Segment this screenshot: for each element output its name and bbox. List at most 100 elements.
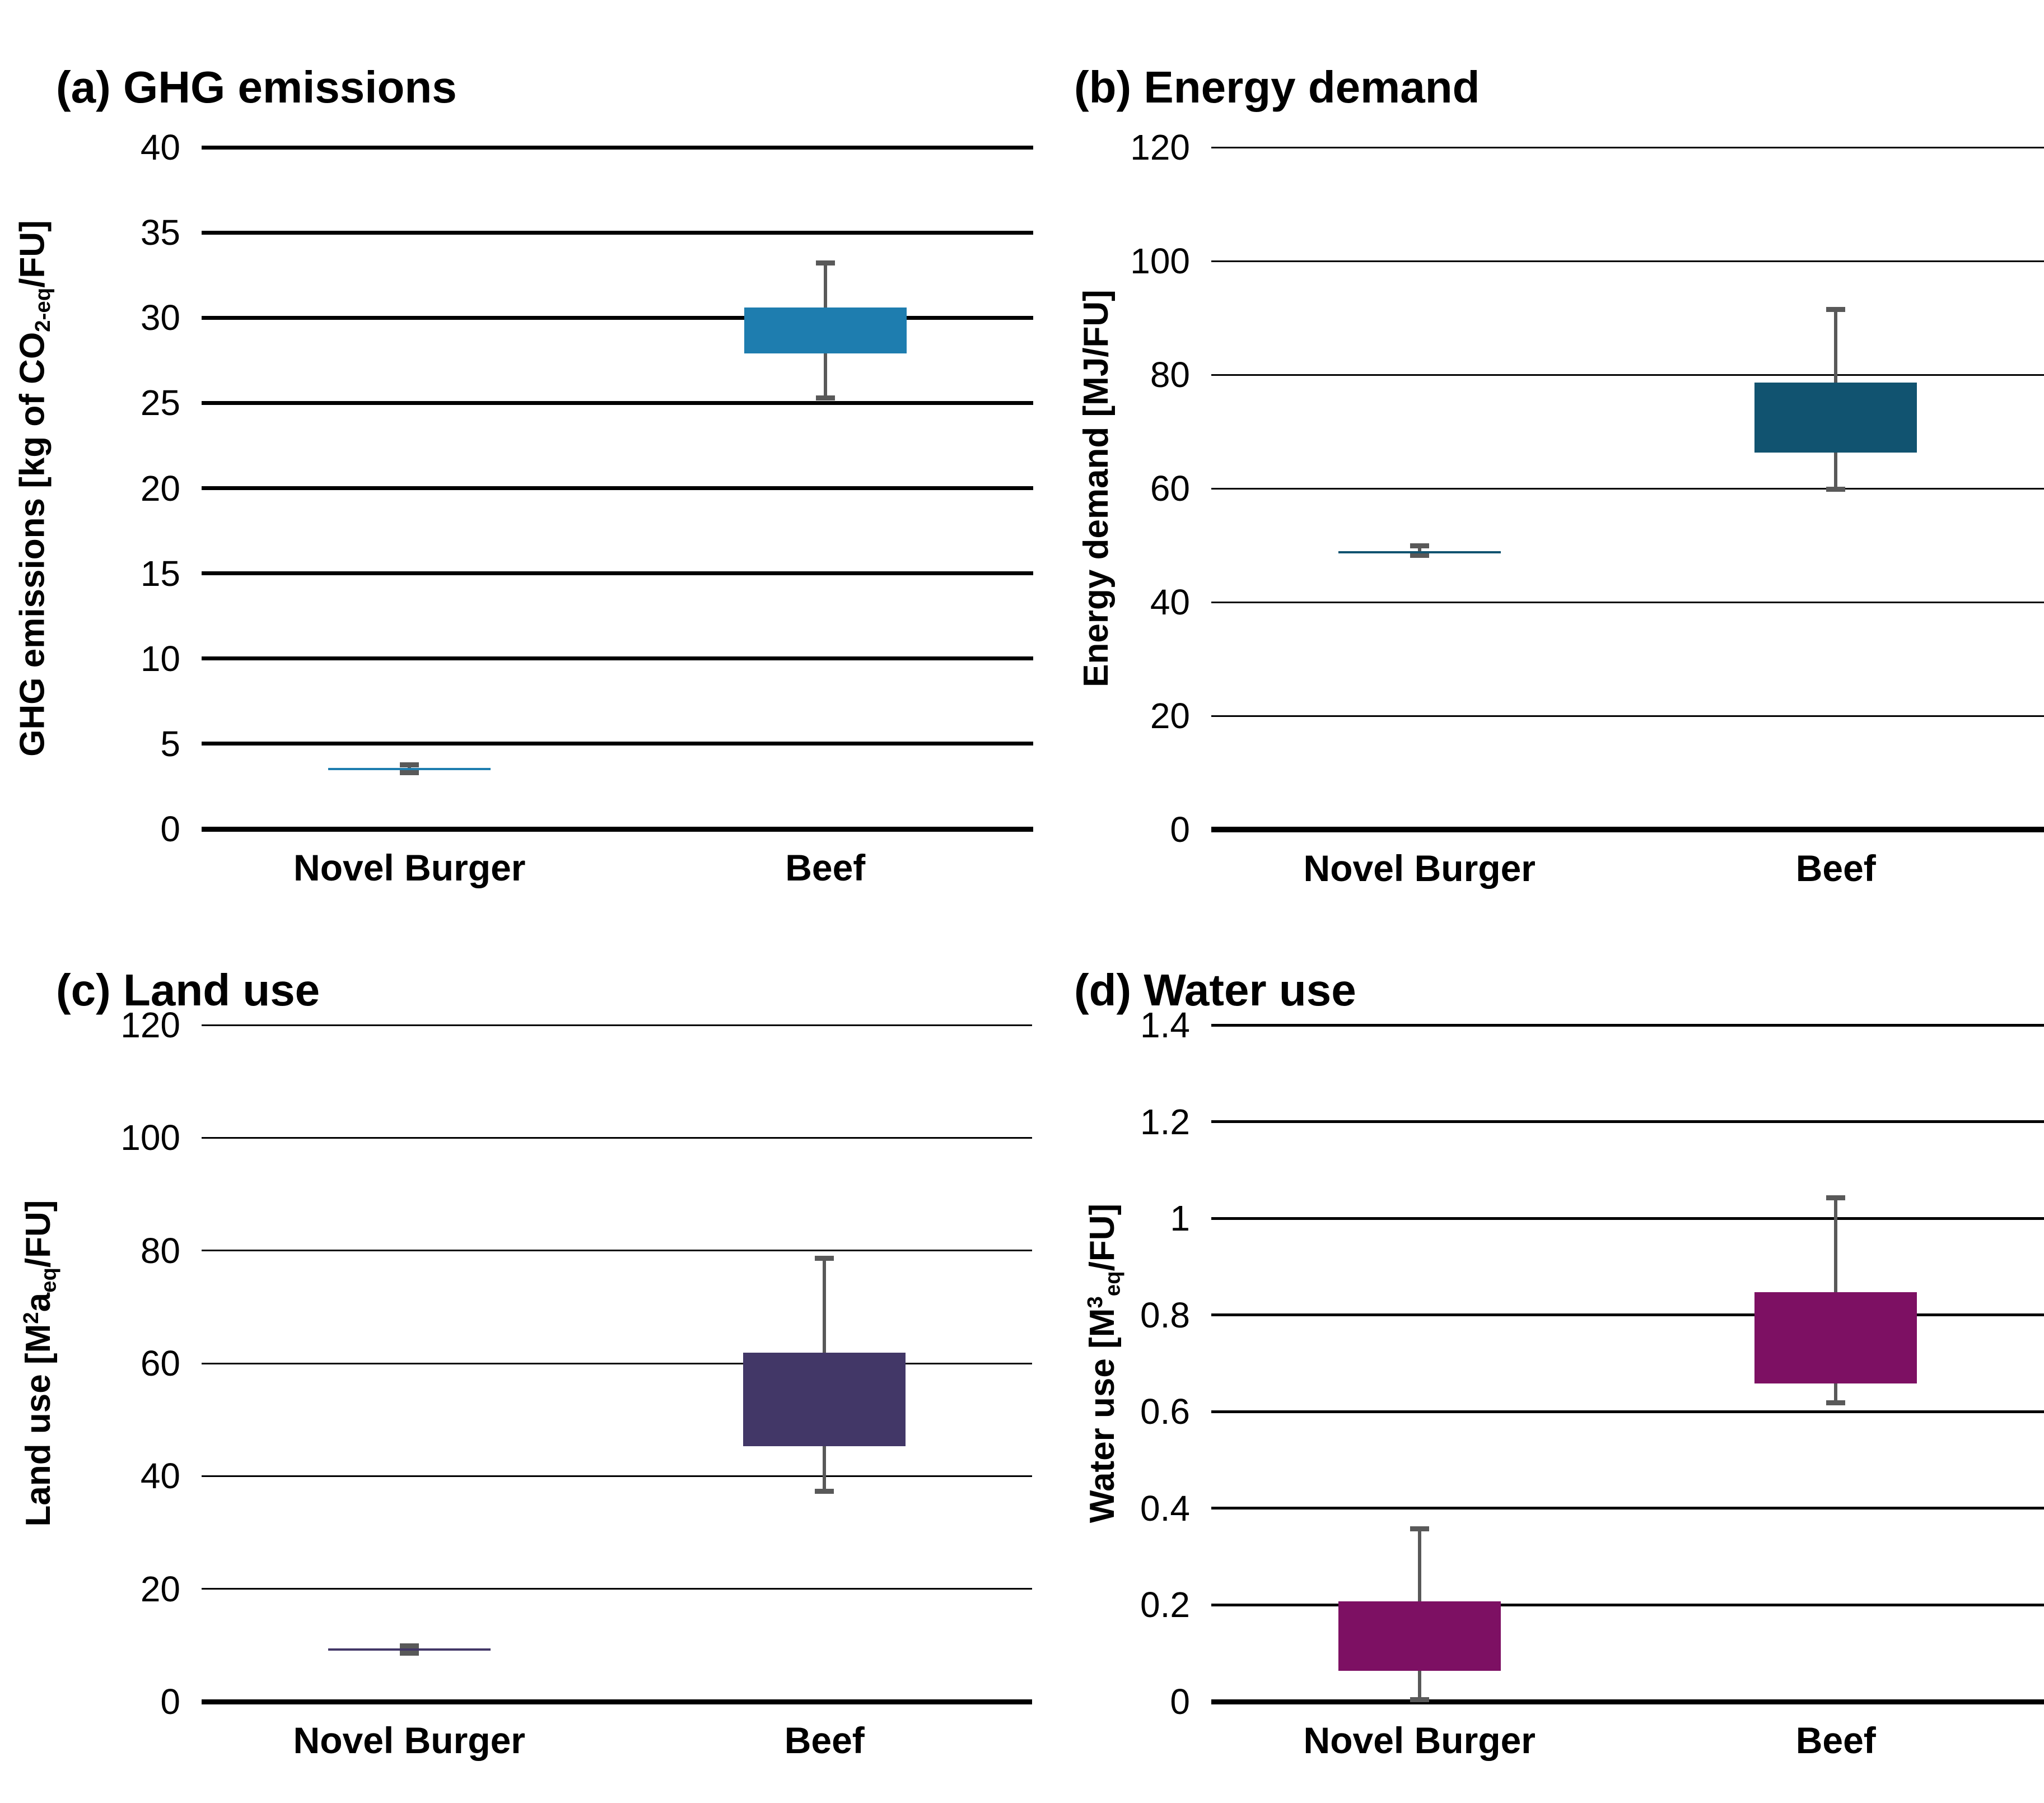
y-axis-title-text: a <box>18 1292 58 1312</box>
y-tick-label: 100 <box>1130 241 1190 281</box>
x-axis-line <box>1211 1699 2044 1704</box>
gridline <box>1211 1023 2044 1027</box>
gridline <box>202 1475 1032 1477</box>
y-tick-label: 20 <box>1150 696 1190 736</box>
category-label-beef: Beef <box>784 1720 865 1761</box>
y-tick-label: 25 <box>140 383 180 423</box>
y-tick-label: 40 <box>1150 582 1190 622</box>
y-tick-label: 5 <box>160 723 180 764</box>
y-tick-label: 60 <box>140 1343 180 1383</box>
whisker-cap-top <box>815 260 835 266</box>
whisker-line-novel-burger <box>1417 546 1421 556</box>
whisker-cap-top <box>400 762 419 767</box>
gridline <box>202 145 1033 150</box>
category-label-beef: Beef <box>1795 1720 1876 1761</box>
y-axis-title-sbscript: eq <box>1100 1271 1125 1297</box>
gridline <box>202 315 1033 320</box>
whisker-cap-bottom <box>1826 486 1846 492</box>
whisker-cap-bottom <box>815 1489 834 1494</box>
y-tick-label: 0 <box>160 809 180 849</box>
panel-d-title: (d) Water use <box>1074 965 1356 1015</box>
y-tick-label: 80 <box>140 1230 180 1271</box>
box-novel-burger <box>328 768 491 771</box>
gridline <box>1211 260 2044 262</box>
whisker-cap-bottom <box>1410 553 1429 558</box>
y-tick-label: 80 <box>1150 355 1190 395</box>
y-tick-label: 1.4 <box>1140 1005 1190 1045</box>
gridline <box>1211 1410 2044 1413</box>
y-axis-title-sbscript: eq <box>36 1268 61 1293</box>
y-axis-title-d: Water use [M3eq/FU] <box>1083 1204 1125 1523</box>
y-tick-label: 100 <box>120 1117 180 1158</box>
box-beef <box>1754 1292 1917 1384</box>
category-label-beef: Beef <box>1795 847 1876 889</box>
y-tick-label: 1.2 <box>1140 1101 1190 1142</box>
whisker-cap-top <box>1410 543 1429 548</box>
gridline <box>202 230 1033 235</box>
whisker-cap-top <box>815 1256 834 1261</box>
y-tick-label: 0.4 <box>1140 1488 1190 1529</box>
gridline <box>202 400 1033 405</box>
gridline <box>202 486 1033 490</box>
gridline <box>202 1362 1032 1364</box>
gridline <box>202 1250 1032 1252</box>
y-tick-label: 15 <box>140 553 180 594</box>
panel-a-title: (a) GHG emissions <box>56 62 457 113</box>
y-tick-label: 0.2 <box>1140 1585 1190 1625</box>
y-tick-label: 0.6 <box>1140 1391 1190 1432</box>
box-beef <box>744 307 907 354</box>
gridline <box>1211 1217 2044 1220</box>
whisker-cap-top <box>399 1643 419 1648</box>
gridline <box>1211 374 2044 376</box>
panel-c-title: (c) Land use <box>56 965 320 1015</box>
gridline <box>202 1588 1032 1590</box>
whisker-cap-bottom <box>1410 1697 1429 1703</box>
y-tick-label: 1 <box>1170 1198 1190 1239</box>
y-tick-label: 0 <box>1170 809 1190 850</box>
gridline <box>202 571 1033 576</box>
y-tick-label: 40 <box>140 1456 180 1497</box>
category-label-novel-burger: Novel Burger <box>1303 1720 1536 1761</box>
x-axis-line <box>202 1699 1032 1704</box>
gridline <box>1211 146 2044 148</box>
gridline <box>1211 1120 2044 1124</box>
y-tick-label: 30 <box>140 297 180 338</box>
box-novel-burger <box>1338 551 1501 554</box>
y-tick-label: 20 <box>140 1568 180 1609</box>
gridline <box>1211 1313 2044 1317</box>
gridline <box>202 1024 1032 1026</box>
box-beef <box>1754 383 1917 453</box>
box-novel-burger <box>328 1648 491 1651</box>
gridline <box>202 742 1033 746</box>
y-tick-label: 0 <box>160 1681 180 1722</box>
category-label-novel-burger: Novel Burger <box>293 1720 525 1761</box>
panel-b-title: (b) Energy demand <box>1074 62 1480 113</box>
gridline <box>202 1136 1032 1139</box>
gridline <box>1211 1603 2044 1606</box>
box-beef <box>743 1352 906 1446</box>
whisker-cap-top <box>1826 1195 1846 1201</box>
y-tick-label: 120 <box>120 1005 180 1045</box>
gridline <box>1211 715 2044 717</box>
category-label-novel-burger: Novel Burger <box>1303 847 1536 889</box>
y-tick-label: 60 <box>1150 468 1190 509</box>
y-tick-label: 40 <box>140 127 180 167</box>
x-axis-line <box>1211 827 2044 832</box>
gridline <box>202 656 1033 661</box>
whisker-cap-top <box>1826 306 1846 312</box>
category-label-novel-burger: Novel Burger <box>293 847 526 888</box>
y-axis-title-spscript: 2 <box>18 1312 43 1324</box>
gridline <box>1211 1507 2044 1510</box>
category-label-beef: Beef <box>785 847 866 888</box>
whisker-cap-bottom <box>815 395 835 400</box>
gridline <box>1211 601 2044 603</box>
whisker-cap-bottom <box>1826 1400 1846 1406</box>
y-tick-label: 120 <box>1130 127 1190 167</box>
gridline <box>1211 487 2044 490</box>
x-axis-line <box>202 826 1033 832</box>
y-tick-label: 35 <box>140 212 180 253</box>
y-tick-label: 10 <box>140 638 180 679</box>
whisker-cap-bottom <box>399 1650 419 1656</box>
y-tick-label: 20 <box>140 468 180 509</box>
